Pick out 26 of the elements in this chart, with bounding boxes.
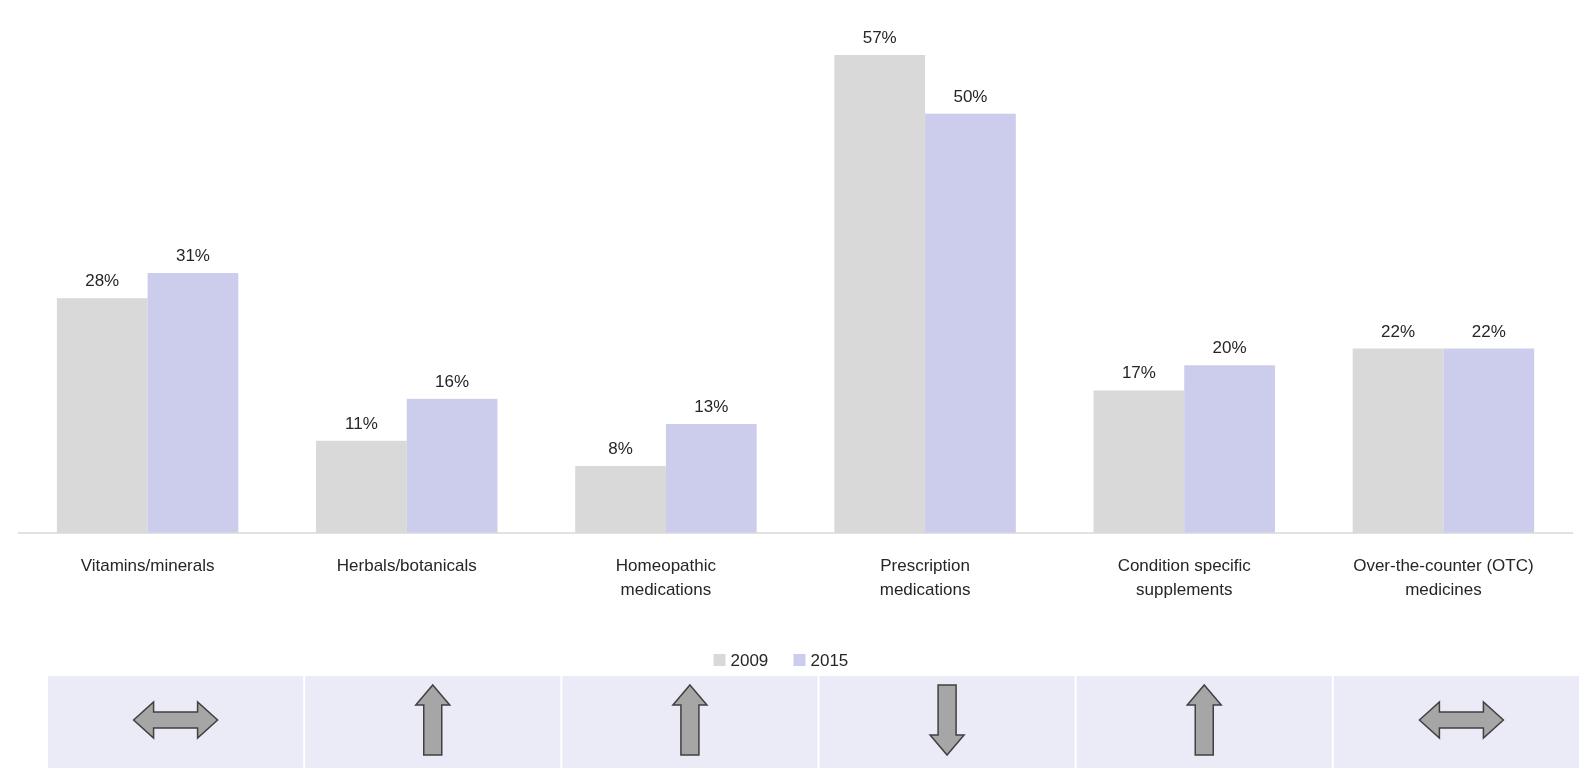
data-label: 20% [1212, 338, 1247, 358]
data-label: 31% [175, 246, 210, 266]
bar [1184, 365, 1275, 533]
legend-label: 2009 [730, 651, 769, 670]
bar [925, 113, 1016, 533]
data-label: 22% [1381, 321, 1416, 341]
data-label: 13% [694, 396, 729, 416]
data-label: 50% [953, 86, 988, 106]
x-tick-label: Condition specific supplements [1117, 556, 1252, 599]
data-label: 22% [1471, 321, 1506, 341]
bar [665, 423, 757, 533]
data-label: 8% [608, 438, 633, 458]
x-tick-label: Herbals/botanicals [336, 556, 477, 575]
legend-label: 2015 [810, 651, 849, 670]
bar [1443, 348, 1535, 533]
data-label: 17% [1121, 363, 1156, 383]
x-tick-label: Homeopathic medications [615, 556, 717, 599]
data-label: 57% [862, 28, 897, 47]
x-tick-label: Prescription medications [879, 556, 971, 599]
x-tick-label: Over-the-counter (OTC) medicines [1353, 556, 1534, 599]
bar [406, 398, 498, 533]
data-label: 11% [345, 413, 378, 433]
bar [147, 273, 239, 533]
data-label: 28% [85, 271, 120, 291]
x-tick-label: Vitamins/minerals [80, 556, 215, 575]
data-label: 16% [435, 371, 470, 391]
